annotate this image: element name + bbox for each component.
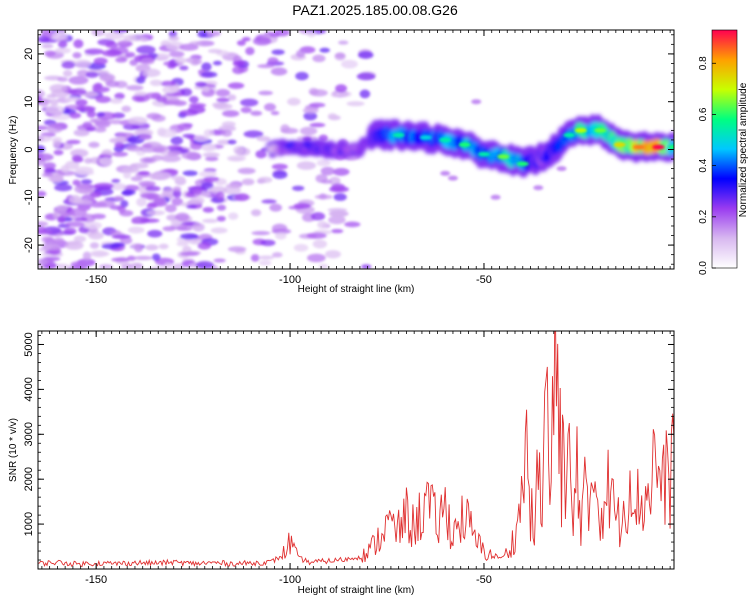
y-tick-label: 20 bbox=[23, 48, 35, 60]
snr-x-label: Height of straight line (km) bbox=[298, 585, 415, 596]
snr-ticks: -150 -100 -50 1000 2000 3000 4000 5000 bbox=[23, 331, 674, 586]
snr-background bbox=[38, 331, 674, 569]
x-tick-label: -100 bbox=[279, 274, 301, 286]
spectrogram-ridge-core bbox=[392, 127, 674, 167]
colorbar-tick-label: 0.6 bbox=[698, 107, 709, 121]
x-tick-label: -100 bbox=[279, 574, 301, 586]
x-tick-label: -150 bbox=[85, 574, 107, 586]
y-tick-label: 2000 bbox=[23, 467, 35, 491]
colorbar-label: Normalized spectral amplitude bbox=[738, 82, 749, 217]
colorbar-tick-label: 0.0 bbox=[698, 261, 709, 275]
y-tick-label: 0 bbox=[23, 146, 35, 152]
y-tick-label: 3000 bbox=[23, 422, 35, 446]
spectrogram-ridge bbox=[265, 114, 674, 178]
y-tick-label: 10 bbox=[23, 96, 35, 108]
colorbar-frame bbox=[711, 29, 738, 269]
spectrogram-x-label: Height of straight line (km) bbox=[298, 284, 415, 295]
colorbar-tick-label: 0.8 bbox=[698, 56, 709, 70]
x-tick-label: -50 bbox=[476, 274, 492, 286]
colorbar-tick-label: 0.2 bbox=[698, 209, 709, 223]
y-tick-label: 1000 bbox=[23, 512, 35, 536]
snr-frame bbox=[37, 330, 675, 570]
colorbar-ticks: 0.0 0.2 0.4 0.6 0.8 bbox=[698, 56, 716, 275]
colorbar-gradient bbox=[712, 30, 737, 268]
y-tick-label: 5000 bbox=[23, 332, 35, 356]
snr-panel: -150 -100 -50 1000 2000 3000 4000 5000 Height o… bbox=[8, 330, 675, 596]
colorbar-tick-label: 0.4 bbox=[698, 158, 709, 172]
y-tick-label: 4000 bbox=[23, 377, 35, 401]
spectrogram-y-label: Frequency (Hz) bbox=[8, 116, 19, 185]
y-tick-label: -20 bbox=[23, 237, 35, 253]
colorbar: 0.0 0.2 0.4 0.6 0.8 Normalized spectral ampl… bbox=[698, 29, 749, 275]
figure-title: PAZ1.2025.185.00.08.G26 bbox=[292, 2, 458, 18]
y-tick-label: -10 bbox=[23, 189, 35, 205]
snr-y-label: SNR (10 * v/v) bbox=[8, 418, 19, 482]
x-tick-label: -50 bbox=[476, 574, 492, 586]
x-tick-label: -150 bbox=[85, 274, 107, 286]
spectrogram-image bbox=[38, 30, 674, 269]
snr-line bbox=[38, 331, 674, 568]
